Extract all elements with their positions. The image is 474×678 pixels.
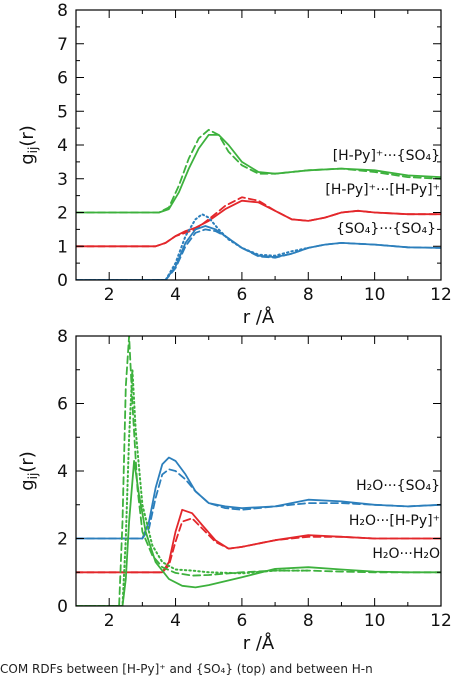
series-line-green-dotted: [76, 368, 310, 606]
x-axis-label: r /Å: [243, 306, 275, 328]
y-tick-label: 6: [57, 395, 68, 415]
y-tick-label: 5: [57, 102, 68, 122]
legend-label: {SO₄}···{SO₄}: [336, 221, 436, 237]
x-tick-label: 10: [364, 611, 386, 631]
x-axis-label: r /Å: [243, 632, 275, 654]
y-tick-label: 0: [57, 271, 68, 291]
series-group: [76, 336, 441, 606]
x-tick-label: 6: [236, 285, 247, 305]
series-line-red-dashed: [76, 196, 441, 248]
series-line-green-dashed: [76, 336, 441, 606]
x-tick-label: 12: [430, 285, 452, 305]
y-tick-label: 6: [57, 69, 68, 89]
series-line-blue-solid: [76, 225, 441, 280]
y-tick-label: 1: [57, 237, 68, 257]
x-tick-label: 8: [303, 611, 314, 631]
y-tick-label: 8: [57, 1, 68, 21]
x-tick-label: 2: [104, 611, 115, 631]
legend-label: H₂O···[H-Py]⁺: [349, 513, 440, 529]
figure-caption: COM RDFs between [H-Py]⁺ and {SO₄} (top)…: [0, 662, 373, 676]
x-tick-label: 12: [430, 611, 452, 631]
y-tick-label: 0: [57, 597, 68, 617]
y-axis-label: gij(r): [17, 451, 40, 491]
x-tick-label: 8: [303, 285, 314, 305]
series-line-blue-dashed: [76, 468, 441, 540]
plot-frame: [75, 9, 442, 281]
y-tick-label: 2: [57, 530, 68, 550]
y-tick-label: 4: [57, 136, 68, 156]
series-group: [76, 128, 441, 280]
y-tick-label: 2: [57, 204, 68, 224]
legend-label: [H-Py]⁺···{SO₄}: [333, 148, 440, 164]
series-line-green-dashed: [76, 128, 441, 214]
legend-label: [H-Py]⁺···[H-Py]⁺: [325, 182, 440, 198]
x-tick-label: 10: [364, 285, 386, 305]
y-tick-label: 3: [57, 170, 68, 190]
bottom-panel: 2 4 6 8 10 12 0 2 4 6 8 r /Å gij(r) H₂O···{SO₄} H₂O···…: [17, 327, 452, 654]
x-tick-label: 4: [170, 285, 181, 305]
series-line-green-solid: [76, 133, 441, 214]
series-line-blue-dotted: [76, 213, 310, 280]
series-line-blue-dashed: [76, 228, 441, 280]
series-line-green-solid: [76, 459, 441, 606]
y-tick-label: 7: [57, 35, 68, 55]
y-tick-label: 4: [57, 462, 68, 482]
y-axis-label: gij(r): [17, 125, 40, 165]
legend-label: H₂O···{SO₄}: [356, 478, 440, 494]
x-tick-label: 6: [236, 611, 247, 631]
x-tick-label: 2: [104, 285, 115, 305]
x-tick-label: 4: [170, 611, 181, 631]
y-tick-label: 8: [57, 327, 68, 347]
series-line-red-dashed: [76, 517, 441, 574]
legend-label: H₂O···H₂O: [372, 546, 440, 562]
